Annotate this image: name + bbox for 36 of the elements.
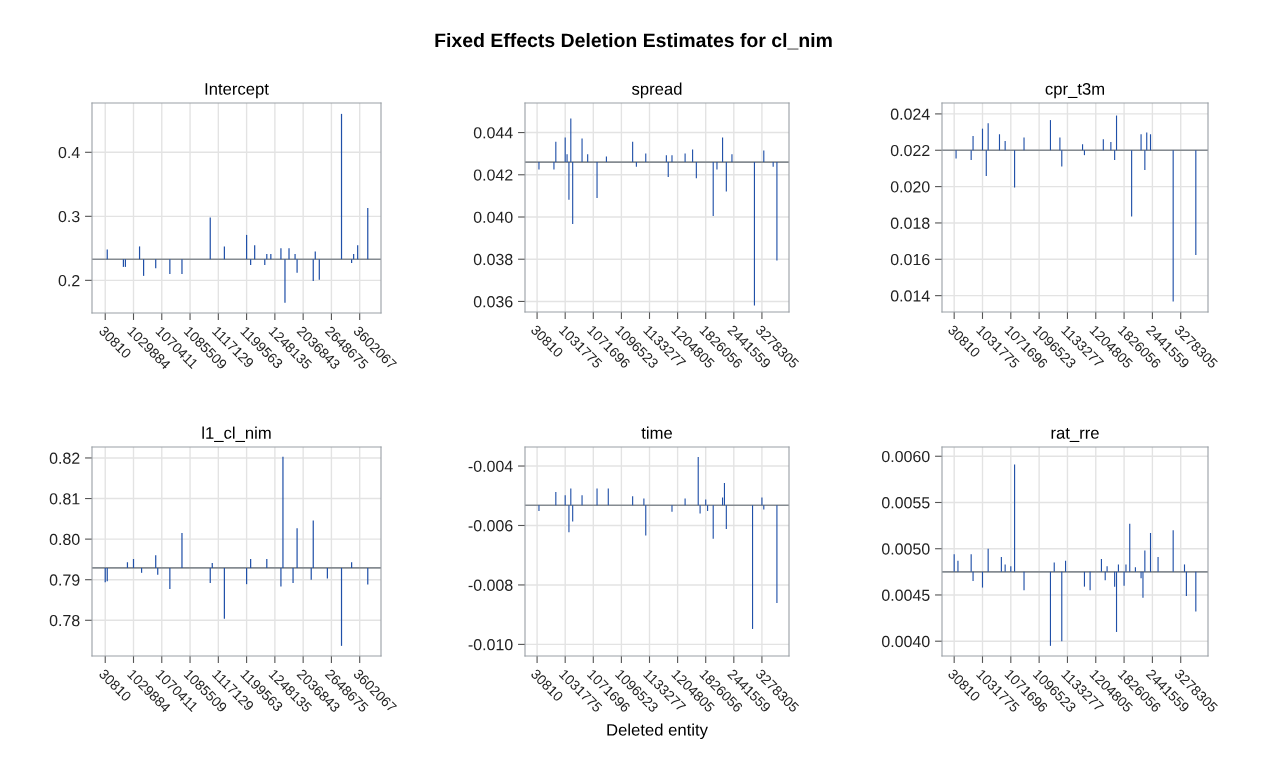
y-tick-label: -0.004 [468, 460, 513, 472]
y-tick-label: 0.0050 [881, 543, 930, 555]
y-tick-label: 0.3 [58, 210, 80, 223]
text: Fixed Effects Deletion Estimates for cl_nim [435, 32, 832, 50]
y-tick-label: 0.82 [49, 452, 80, 464]
y-tick-label: 0.0045 [881, 589, 930, 601]
y-tick-label: -0.010 [468, 639, 513, 651]
y-tick-label: -0.006 [468, 520, 513, 532]
y-tick-label: 0.044 [473, 127, 513, 139]
y-tick-label: 0.80 [49, 533, 80, 546]
y-tick-label: 0.038 [473, 253, 513, 266]
y-tick-label: 0.040 [473, 211, 513, 223]
y-tick-label: 0.0040 [881, 635, 930, 648]
y-tick-label: 0.78 [49, 614, 80, 627]
y-tick-label: 0.022 [890, 144, 930, 157]
chart-title: rat_rre [1051, 427, 1099, 442]
y-tick-label: 0.020 [890, 181, 930, 193]
y-tick-label: -0.008 [468, 579, 513, 591]
y-tick-label: 0.018 [890, 217, 930, 229]
chart-title: Intercept [205, 83, 269, 99]
chart-title: time [641, 426, 672, 439]
y-tick-label: 0.0055 [881, 497, 930, 509]
y-tick-label: 0.036 [473, 296, 513, 308]
y-tick-label: 0.4 [58, 146, 80, 159]
y-tick-label: 0.0060 [881, 450, 930, 463]
y-tick-label: 0.2 [58, 274, 80, 287]
x-axis-title: Deleted entity [607, 723, 708, 740]
y-tick-label: 0.81 [49, 493, 80, 505]
y-tick-label: 0.042 [473, 169, 513, 181]
y-tick-label: 0.79 [49, 574, 80, 586]
chart-title: spread [631, 82, 682, 99]
chart-title: cpr_t3m [1045, 83, 1105, 99]
y-tick-label: 0.024 [890, 108, 930, 120]
y-tick-label: 0.014 [890, 290, 930, 302]
y-tick-label: 0.016 [890, 253, 930, 266]
chart-title: l1_cl_nim [202, 426, 271, 442]
